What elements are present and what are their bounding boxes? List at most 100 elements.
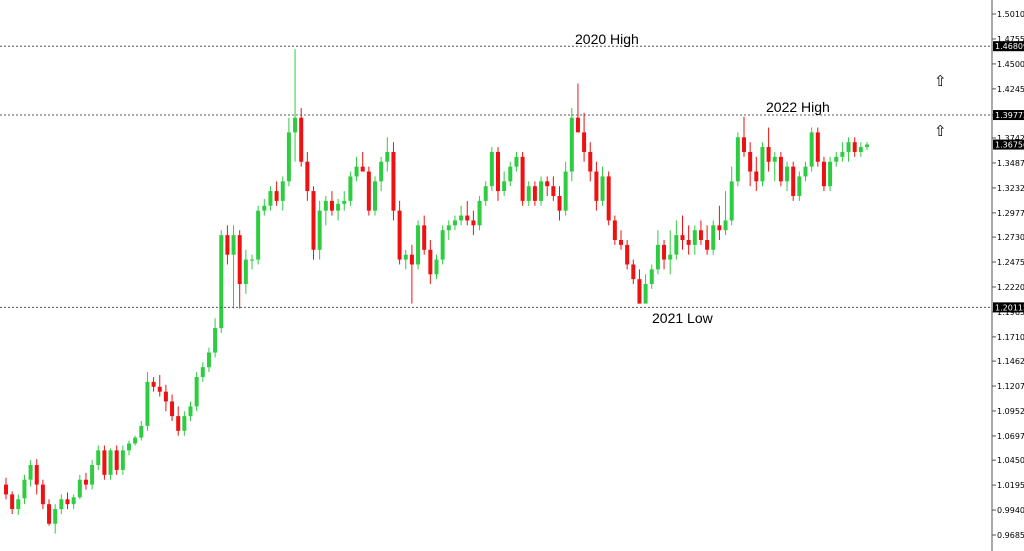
candle-body bbox=[311, 191, 316, 250]
candle-body bbox=[397, 210, 402, 260]
candle-body bbox=[545, 181, 550, 187]
candle bbox=[600, 166, 605, 206]
candle bbox=[711, 220, 716, 255]
candle-body bbox=[637, 279, 642, 304]
candle bbox=[569, 107, 574, 182]
candle bbox=[163, 384, 168, 412]
candle bbox=[108, 448, 113, 480]
candle-body bbox=[785, 166, 790, 182]
candle-body bbox=[717, 225, 722, 231]
candle bbox=[563, 161, 568, 216]
candle bbox=[809, 127, 814, 172]
candle-body bbox=[668, 254, 673, 260]
candle bbox=[526, 181, 531, 206]
candle bbox=[828, 156, 833, 192]
candle bbox=[717, 205, 722, 241]
candle-body bbox=[120, 450, 125, 470]
candle-body bbox=[10, 494, 15, 510]
candle-body bbox=[243, 259, 248, 285]
candle bbox=[360, 151, 365, 172]
candle bbox=[532, 181, 537, 206]
candle-body bbox=[428, 249, 433, 275]
candle bbox=[317, 200, 322, 260]
candle-body bbox=[47, 504, 52, 524]
tick-label: 1.32325 bbox=[997, 184, 1024, 193]
tick-label: 1.19650 bbox=[997, 308, 1024, 317]
candle-body bbox=[723, 220, 728, 231]
tick-label: 1.06975 bbox=[997, 432, 1024, 441]
candle-body bbox=[59, 499, 64, 510]
candle bbox=[299, 107, 304, 167]
candle-body bbox=[403, 254, 408, 260]
candle bbox=[594, 161, 599, 211]
candle bbox=[680, 215, 685, 250]
tick-label: 1.22200 bbox=[997, 283, 1024, 292]
candle-body bbox=[182, 416, 187, 431]
candle-body bbox=[686, 240, 691, 245]
candle bbox=[176, 406, 181, 436]
candle-body bbox=[145, 381, 150, 426]
candle bbox=[655, 230, 660, 275]
tick-label: 1.42450 bbox=[997, 85, 1024, 94]
candle-body bbox=[336, 203, 341, 211]
candle-body bbox=[612, 220, 617, 241]
candle-body bbox=[865, 144, 869, 148]
candle bbox=[336, 198, 341, 221]
candle bbox=[668, 230, 673, 275]
candle bbox=[96, 445, 101, 470]
candle-body bbox=[705, 240, 710, 250]
candle bbox=[34, 459, 39, 495]
candle-body bbox=[508, 166, 513, 182]
candle bbox=[606, 171, 611, 226]
candle bbox=[477, 195, 482, 231]
candle-body bbox=[655, 244, 660, 270]
candle bbox=[612, 215, 617, 245]
level-badge: 1.46809 bbox=[993, 41, 1024, 52]
candle-body bbox=[606, 176, 611, 221]
candle bbox=[422, 215, 427, 255]
candle bbox=[483, 181, 488, 206]
candle-body bbox=[711, 225, 716, 250]
current-price-badge-label: 1.36756 bbox=[995, 141, 1024, 150]
candle-body bbox=[139, 425, 144, 438]
candle bbox=[182, 411, 187, 436]
candle-body bbox=[502, 181, 507, 192]
candle-body bbox=[305, 161, 310, 192]
candle-body bbox=[852, 142, 857, 152]
candle-body bbox=[114, 450, 119, 470]
candle bbox=[409, 244, 414, 304]
candle-body bbox=[237, 235, 242, 285]
candle bbox=[385, 137, 390, 172]
candles bbox=[4, 49, 869, 534]
candle bbox=[772, 151, 777, 182]
candle-body bbox=[274, 191, 279, 201]
candle bbox=[90, 460, 95, 490]
candle bbox=[274, 181, 279, 206]
candle-body bbox=[200, 367, 205, 377]
candle bbox=[127, 440, 131, 456]
candle-body bbox=[594, 171, 599, 201]
candle bbox=[120, 445, 125, 475]
candle-body bbox=[329, 200, 334, 211]
candle-body bbox=[465, 215, 470, 221]
candle-body bbox=[489, 151, 494, 187]
candle bbox=[846, 137, 851, 162]
candle bbox=[250, 254, 254, 270]
candle-body bbox=[729, 181, 734, 221]
candle-body bbox=[379, 161, 384, 182]
candle bbox=[821, 156, 826, 192]
candle bbox=[428, 240, 433, 285]
candle bbox=[502, 171, 507, 196]
candle bbox=[459, 205, 464, 226]
candle bbox=[237, 230, 242, 309]
candle-body bbox=[674, 235, 679, 255]
candle bbox=[114, 445, 119, 475]
tick-label: 1.34875 bbox=[997, 159, 1024, 168]
candle bbox=[366, 166, 371, 216]
candle bbox=[852, 137, 857, 157]
candle-body bbox=[797, 176, 802, 196]
candle bbox=[403, 249, 408, 270]
tick-label: 1.17100 bbox=[997, 333, 1024, 342]
candle bbox=[465, 200, 470, 226]
